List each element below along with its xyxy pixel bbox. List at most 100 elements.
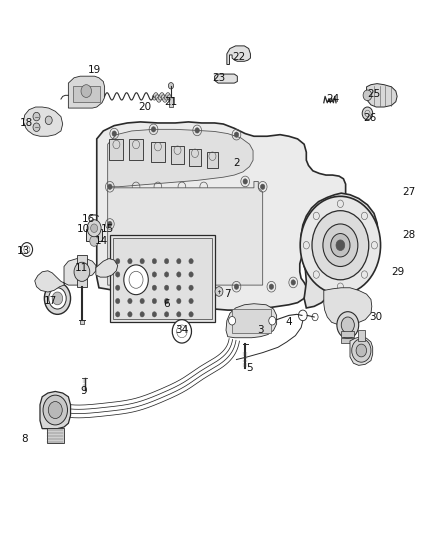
Polygon shape — [301, 193, 378, 308]
Circle shape — [116, 312, 120, 317]
Circle shape — [24, 246, 30, 253]
Circle shape — [128, 285, 132, 290]
Polygon shape — [68, 76, 105, 108]
Polygon shape — [97, 122, 346, 310]
Circle shape — [140, 259, 145, 264]
Circle shape — [336, 240, 345, 251]
Circle shape — [87, 220, 101, 237]
Circle shape — [341, 317, 354, 333]
Circle shape — [331, 233, 350, 257]
Text: 7: 7 — [224, 289, 231, 299]
Bar — [86, 229, 102, 241]
Circle shape — [152, 312, 156, 317]
Circle shape — [363, 90, 372, 101]
Bar — [80, 320, 84, 324]
Circle shape — [356, 344, 367, 357]
Circle shape — [33, 123, 40, 132]
Text: 10: 10 — [77, 224, 90, 235]
Circle shape — [91, 224, 98, 232]
Circle shape — [74, 262, 90, 281]
Circle shape — [112, 131, 117, 136]
Circle shape — [108, 264, 112, 269]
Circle shape — [189, 259, 193, 264]
Circle shape — [33, 112, 40, 121]
Bar — [46, 428, 64, 443]
Circle shape — [151, 127, 155, 132]
Text: 28: 28 — [402, 230, 416, 240]
Circle shape — [172, 320, 191, 343]
Circle shape — [124, 265, 148, 295]
Circle shape — [116, 272, 120, 277]
Text: 11: 11 — [75, 263, 88, 272]
Text: 21: 21 — [164, 96, 177, 107]
Circle shape — [152, 298, 156, 304]
Text: 27: 27 — [402, 187, 416, 197]
Circle shape — [161, 95, 166, 100]
Circle shape — [215, 287, 223, 296]
Circle shape — [300, 196, 381, 294]
Circle shape — [128, 312, 132, 317]
Text: 18: 18 — [20, 118, 34, 128]
Circle shape — [243, 179, 247, 184]
Circle shape — [269, 317, 276, 325]
Text: 25: 25 — [367, 88, 381, 99]
Circle shape — [163, 97, 167, 102]
Circle shape — [155, 95, 159, 100]
Text: 30: 30 — [370, 312, 383, 322]
Circle shape — [52, 292, 63, 305]
Bar — [151, 142, 165, 162]
Polygon shape — [215, 74, 237, 83]
Bar — [169, 98, 173, 107]
Polygon shape — [324, 288, 372, 325]
Circle shape — [81, 85, 92, 98]
Bar — [189, 149, 201, 166]
Circle shape — [140, 298, 145, 304]
Circle shape — [140, 312, 145, 317]
Circle shape — [177, 272, 181, 277]
Circle shape — [140, 272, 145, 277]
Circle shape — [189, 285, 193, 290]
Circle shape — [152, 259, 156, 264]
Circle shape — [312, 211, 369, 280]
Text: 3: 3 — [257, 325, 264, 335]
Circle shape — [362, 107, 373, 120]
Circle shape — [152, 272, 156, 277]
Circle shape — [189, 312, 193, 317]
Circle shape — [90, 236, 99, 246]
Polygon shape — [35, 259, 96, 292]
Circle shape — [229, 317, 236, 325]
Circle shape — [108, 221, 112, 227]
Polygon shape — [367, 84, 397, 107]
Bar — [341, 332, 354, 337]
Bar — [113, 238, 212, 319]
Circle shape — [164, 95, 169, 100]
Circle shape — [169, 97, 173, 102]
Circle shape — [128, 272, 132, 277]
Bar — [207, 152, 218, 168]
Circle shape — [177, 259, 181, 264]
Polygon shape — [226, 304, 277, 338]
Circle shape — [261, 184, 265, 189]
Text: 29: 29 — [392, 267, 405, 277]
Circle shape — [152, 285, 156, 290]
Bar — [77, 255, 87, 287]
Bar — [341, 338, 354, 343]
Bar — [73, 86, 100, 102]
Circle shape — [352, 339, 371, 362]
Bar — [110, 140, 124, 160]
Circle shape — [167, 95, 172, 100]
Polygon shape — [350, 337, 373, 366]
Circle shape — [45, 116, 52, 125]
Polygon shape — [108, 130, 253, 187]
Circle shape — [108, 184, 112, 189]
Circle shape — [164, 312, 169, 317]
Circle shape — [116, 259, 120, 264]
Text: 4: 4 — [286, 317, 292, 327]
Text: 9: 9 — [80, 386, 87, 397]
Text: 17: 17 — [44, 296, 57, 306]
Polygon shape — [40, 391, 71, 429]
Text: 16: 16 — [81, 214, 95, 224]
Circle shape — [166, 93, 170, 98]
Circle shape — [177, 298, 181, 304]
Circle shape — [168, 83, 173, 89]
